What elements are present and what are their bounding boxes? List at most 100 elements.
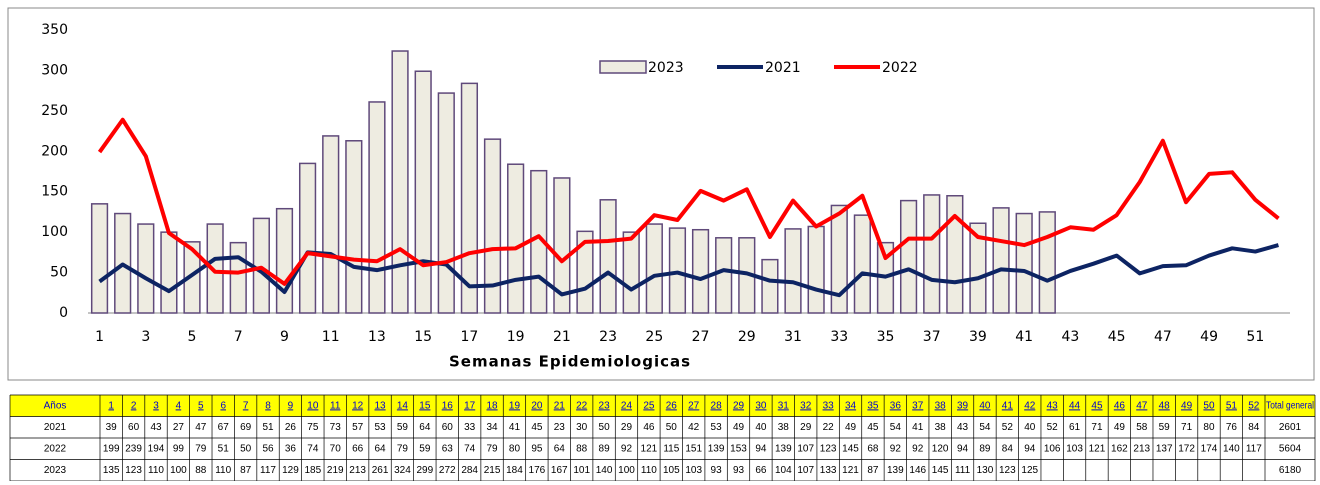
table-cell: 63: [442, 443, 454, 454]
table-cell: 145: [932, 465, 949, 476]
bar: [90, 203, 109, 314]
table-cell: 23: [554, 422, 566, 433]
table-header-cell: 42: [1024, 400, 1036, 411]
table-cell: 67: [218, 422, 230, 433]
table-header-cell: 9: [288, 400, 294, 411]
table-cell: 70: [330, 443, 342, 454]
table-cell: 71: [1091, 422, 1103, 433]
table-cell: 53: [711, 422, 723, 433]
x-tick-label: 3: [141, 329, 150, 345]
table-cell: 53: [374, 422, 386, 433]
x-tick-label: 29: [738, 329, 756, 345]
table-cell: 69: [240, 422, 252, 433]
table-cell: 92: [621, 443, 633, 454]
bar: [322, 135, 340, 314]
x-tick-label: 49: [1200, 329, 1218, 345]
table-cell: 43: [150, 422, 162, 433]
bar: [206, 223, 224, 314]
table-cell: 41: [509, 422, 521, 433]
table-cell: 42: [688, 422, 700, 433]
table-cell: 49: [1114, 422, 1126, 433]
table-cell: 94: [755, 443, 767, 454]
x-tick-label: 33: [830, 329, 848, 345]
table-header-cell: 39: [957, 400, 969, 411]
table-cell: 104: [775, 465, 792, 476]
table-cell: 176: [529, 465, 546, 476]
table-cell: 194: [148, 443, 165, 454]
y-tick-label: 300: [41, 62, 68, 78]
bar: [345, 140, 363, 314]
y-tick-label: 100: [41, 224, 68, 240]
table-cell: 117: [1246, 443, 1262, 454]
table-cell: 140: [1223, 443, 1240, 454]
table-header-cell: 34: [845, 400, 857, 411]
y-tick-label: 350: [41, 22, 68, 38]
table-cell: 99: [173, 443, 185, 454]
table-cell: 94: [957, 443, 969, 454]
table-header-cell: 10: [307, 400, 319, 411]
bar: [229, 241, 247, 314]
table-row-label: 2022: [44, 443, 67, 454]
table-cell: 120: [932, 443, 949, 454]
x-tick-label: 9: [280, 329, 289, 345]
table-header-cell: 7: [243, 400, 249, 411]
table-header-cell: 16: [442, 400, 454, 411]
table-header-cell: 46: [1114, 400, 1126, 411]
bar: [507, 163, 525, 314]
bar: [899, 199, 918, 314]
table-cell: 61: [1069, 422, 1081, 433]
table-cell: 100: [618, 465, 635, 476]
table-cell: 51: [218, 443, 230, 454]
table-cell: 92: [890, 443, 902, 454]
x-tick-label: 5: [188, 329, 197, 345]
bar: [252, 217, 270, 314]
table-cell: 117: [260, 465, 276, 476]
table-cell: 50: [599, 422, 611, 433]
table-cell: 79: [397, 443, 409, 454]
table-header-cell: 26: [666, 400, 678, 411]
table-header-cell: 25: [643, 400, 655, 411]
bar: [992, 207, 1010, 314]
table-cell: 59: [419, 443, 431, 454]
table-cell: 110: [148, 465, 164, 476]
table-cell: 56: [262, 443, 274, 454]
table-cell: 284: [461, 465, 478, 476]
bar: [137, 223, 155, 314]
table-cell: 54: [890, 422, 902, 433]
x-tick-label: 15: [414, 329, 432, 345]
table-cell: 58: [1136, 422, 1148, 433]
bar: [553, 177, 571, 314]
table-cell: 27: [173, 422, 185, 433]
table-cell: 50: [666, 422, 678, 433]
line-2021: [98, 243, 1279, 298]
table-cell: 49: [733, 422, 745, 433]
table-cell: 89: [979, 443, 991, 454]
table-header-cell: 38: [935, 400, 947, 411]
table-header-cell: 50: [1203, 400, 1215, 411]
bar: [391, 50, 409, 314]
table-cell: 54: [979, 422, 991, 433]
table-cell: 106: [1044, 443, 1061, 454]
table-cell: 146: [909, 465, 926, 476]
table-header-cell: 23: [599, 400, 611, 411]
table-header-cell: 35: [867, 400, 879, 411]
bar: [298, 162, 317, 314]
table-header-cell: 12: [352, 400, 364, 411]
table-cell: 33: [464, 422, 476, 433]
table-total: 6180: [1279, 465, 1302, 476]
table-header-bg: [10, 395, 1315, 417]
table-cell: 239: [125, 443, 142, 454]
table-cell: 22: [823, 422, 835, 433]
table-cell: 52: [1047, 422, 1059, 433]
bar: [160, 231, 178, 314]
table-cell: 64: [554, 443, 566, 454]
table-header-cell: 31: [778, 400, 790, 411]
table-cell: 135: [103, 465, 120, 476]
table-cell: 60: [128, 422, 140, 433]
table-cell: 111: [955, 465, 971, 476]
x-tick-label: 45: [1108, 329, 1126, 345]
bar: [691, 228, 710, 314]
table-cell: 64: [419, 422, 431, 433]
table-header-cell: 5: [198, 400, 204, 411]
table-header-cell: 33: [823, 400, 835, 411]
